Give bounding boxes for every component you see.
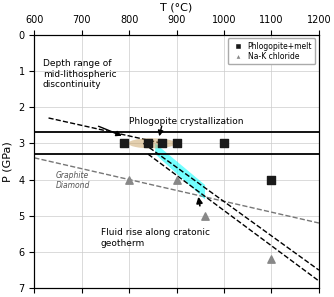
Polygon shape bbox=[155, 143, 205, 200]
Ellipse shape bbox=[128, 138, 176, 148]
Text: Fluid rise along cratonic
geotherm: Fluid rise along cratonic geotherm bbox=[101, 228, 210, 248]
Point bbox=[221, 141, 227, 146]
X-axis label: T (°C): T (°C) bbox=[160, 3, 193, 13]
Point bbox=[269, 257, 274, 262]
Text: Phlogopite crystallization: Phlogopite crystallization bbox=[129, 117, 244, 126]
Point bbox=[122, 141, 127, 146]
Point bbox=[202, 214, 208, 218]
Point bbox=[160, 141, 165, 146]
Point bbox=[174, 141, 179, 146]
Point bbox=[174, 177, 179, 182]
Point bbox=[269, 177, 274, 182]
Point bbox=[146, 141, 151, 146]
Text: Depth range of
mid-lithospheric
discontinuity: Depth range of mid-lithospheric disconti… bbox=[43, 59, 117, 89]
Y-axis label: P (GPa): P (GPa) bbox=[3, 141, 13, 182]
Point bbox=[127, 177, 132, 182]
Text: Graphite
Diamond: Graphite Diamond bbox=[56, 170, 90, 190]
Legend: Phlogopite+melt, Na-K chloride: Phlogopite+melt, Na-K chloride bbox=[228, 39, 315, 64]
